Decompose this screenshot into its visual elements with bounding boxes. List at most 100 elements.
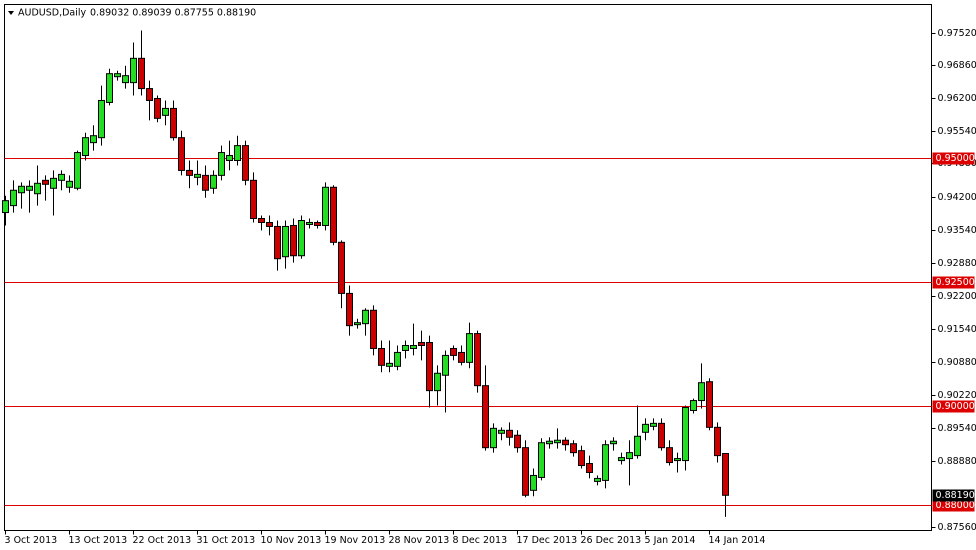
y-tick-label: 0.90220 <box>938 390 976 401</box>
candle-body <box>10 189 17 207</box>
candle-body <box>74 152 81 189</box>
candle-body <box>602 444 609 481</box>
candle-body <box>234 145 241 161</box>
y-tick-label: 0.93540 <box>938 225 976 236</box>
candle-body <box>658 422 665 449</box>
candle-body <box>506 429 513 438</box>
candle-body <box>274 225 281 260</box>
candle-body <box>642 423 649 433</box>
candle-body <box>210 174 217 189</box>
level-label-box <box>932 499 975 512</box>
x-tick-label: 31 Oct 2013 <box>197 535 256 546</box>
candle-body <box>530 474 537 491</box>
x-tick-label: 19 Nov 2013 <box>325 535 386 546</box>
y-tick-label: 0.94200 <box>938 192 976 203</box>
x-tick-label: 28 Nov 2013 <box>389 535 450 546</box>
y-tick-label: 0.91540 <box>938 324 976 335</box>
y-tick-label: 0.87560 <box>938 522 976 533</box>
chart-title: AUDUSD,Daily <box>18 8 87 19</box>
candle-body <box>650 422 657 427</box>
candle-body <box>266 221 273 227</box>
x-tick-label: 22 Oct 2013 <box>133 535 192 546</box>
candle-body <box>298 220 305 257</box>
candle-body <box>202 174 209 191</box>
candle-body <box>162 107 169 116</box>
candle-body <box>378 347 385 366</box>
candle-body <box>346 292 353 327</box>
y-tick-label: 0.96860 <box>938 60 976 71</box>
candle-body <box>258 218 265 223</box>
candle-body <box>410 344 417 349</box>
candle-body <box>186 169 193 176</box>
candle-body <box>122 75 129 84</box>
candle-body <box>170 107 177 139</box>
candle-body <box>498 429 505 434</box>
candle-body <box>402 344 409 351</box>
x-tick-label: 26 Dec 2013 <box>581 535 642 546</box>
x-tick-label: 10 Nov 2013 <box>261 535 322 546</box>
candle-body <box>322 186 329 226</box>
candle-body <box>482 385 489 449</box>
last-price-label: 0.88190 <box>936 490 975 501</box>
x-tick-label: 8 Dec 2013 <box>453 535 508 546</box>
candle-body <box>546 440 553 445</box>
candle-body <box>570 443 577 454</box>
candle-body <box>706 381 713 428</box>
candle-body <box>490 427 497 449</box>
candle-body <box>690 400 697 411</box>
x-tick-label: 13 Oct 2013 <box>69 535 128 546</box>
candle-body <box>554 439 561 444</box>
x-tick-label: 5 Jan 2014 <box>645 535 696 546</box>
candle-body <box>178 137 185 171</box>
candle-body <box>314 221 321 226</box>
candle-body <box>618 457 625 462</box>
candle-body <box>674 458 681 462</box>
candle-body <box>66 180 73 188</box>
y-tick-label: 0.88880 <box>938 456 976 467</box>
candle-body <box>514 434 521 449</box>
candle-body <box>58 173 65 181</box>
candle-body <box>666 447 673 464</box>
chart-info: 0.89032 0.89039 0.87755 0.88190 <box>90 8 256 19</box>
level-label: 0.90000 <box>936 401 975 412</box>
candle-body <box>458 351 465 363</box>
candle-body <box>26 185 33 191</box>
candle-body <box>282 225 289 258</box>
candle-body <box>418 342 425 346</box>
candle-body <box>362 309 369 325</box>
candle-body <box>154 97 161 119</box>
candle-body <box>722 453 729 496</box>
candle-body <box>522 447 529 496</box>
candle-body <box>394 351 401 367</box>
level-label-box <box>932 152 975 165</box>
candle-body <box>130 57 137 84</box>
candle-body <box>250 179 257 220</box>
candle-body <box>698 382 705 402</box>
candle-body <box>290 224 297 257</box>
candle-body <box>50 177 57 189</box>
candle-body <box>594 477 601 482</box>
candle-body <box>218 152 225 176</box>
candle-body <box>538 442 545 478</box>
candle-body <box>370 309 377 349</box>
candle-body <box>434 372 441 392</box>
y-tick-label: 0.89540 <box>938 423 976 434</box>
y-tick-label: 0.95540 <box>938 126 976 137</box>
candle-body <box>578 450 585 467</box>
candle-body <box>114 73 121 78</box>
level-label: 0.88000 <box>936 500 975 511</box>
candle-body <box>18 185 25 194</box>
candle-body <box>626 452 633 460</box>
candle-body <box>562 439 569 446</box>
candle-body <box>634 435 641 457</box>
candle-body <box>242 145 249 181</box>
y-tick-label: 0.96200 <box>938 93 976 104</box>
candle-body <box>450 347 457 356</box>
y-tick-label: 0.92200 <box>938 291 976 302</box>
candle-body <box>90 135 97 144</box>
candle-body <box>146 88 153 101</box>
candle-body <box>42 179 49 185</box>
candle-body <box>194 173 201 178</box>
